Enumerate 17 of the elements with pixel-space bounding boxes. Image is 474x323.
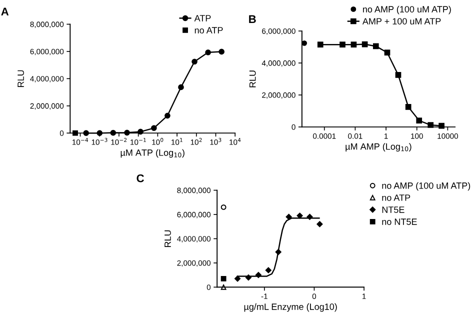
- legend-label: ATP: [194, 15, 211, 22]
- chart-title: B: [249, 15, 256, 23]
- x-axis-title: µM AMP (Log$_{10}$): [346, 143, 412, 152]
- legend-label: NT5E: [382, 206, 404, 213]
- legend-label: AMP + 100 uM ATP: [362, 18, 441, 24]
- x-axis-title: µg/mL Enzyme (Log10): [244, 303, 337, 312]
- x-axis-title: µM ATP (Log$_{10}$): [120, 149, 184, 158]
- legend-label: no AMP (100 uM ATP): [382, 182, 470, 191]
- chart-title: C: [136, 174, 144, 182]
- y-axis-title: RLU: [18, 70, 24, 87]
- legend-label: no AMP (100 uM ATP): [363, 6, 451, 14]
- y-axis-title: RLU: [249, 70, 256, 88]
- legend-label: no ATP: [194, 27, 223, 34]
- legend-label: no ATP: [382, 194, 410, 201]
- chart-title: A: [1, 8, 9, 16]
- legend-label: no NT5E: [382, 218, 417, 225]
- y-axis-title: RLU: [164, 230, 171, 247]
